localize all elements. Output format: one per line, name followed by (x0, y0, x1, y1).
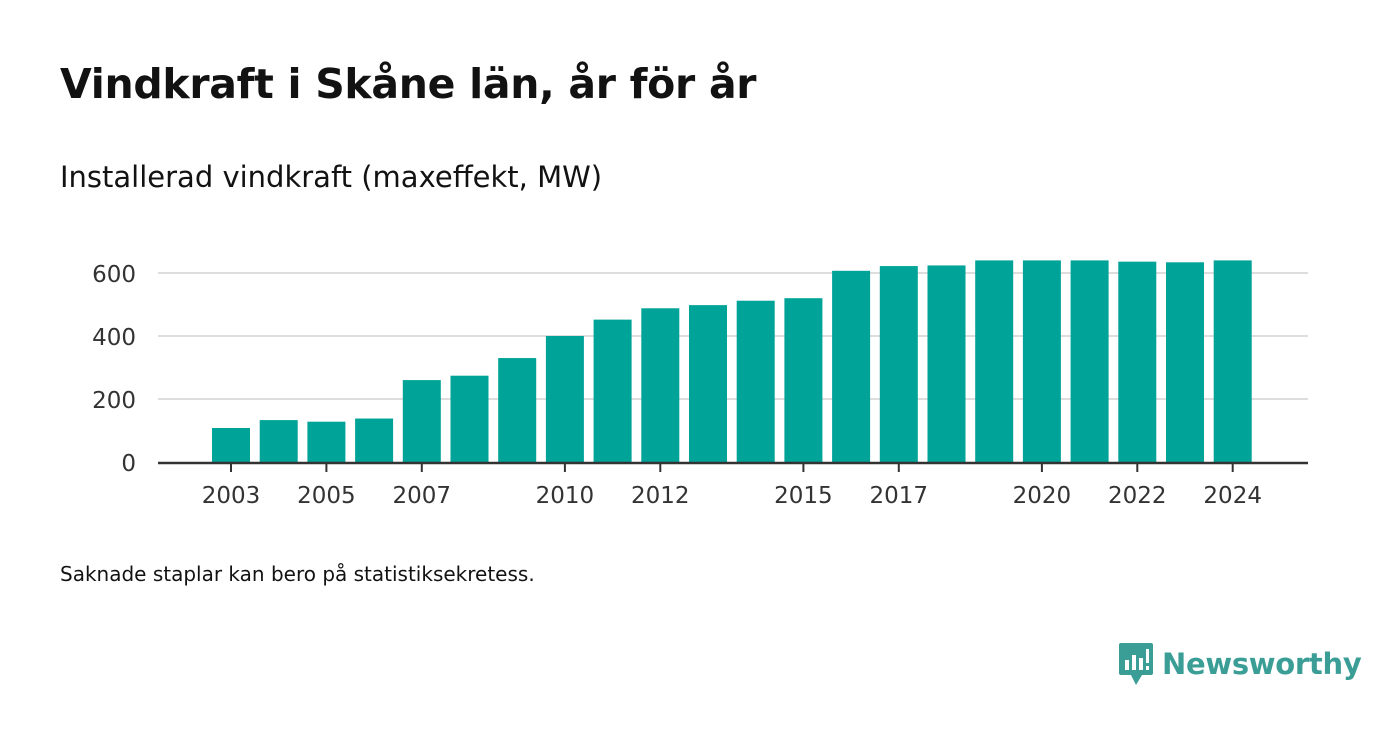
bar-2005 (307, 421, 346, 462)
x-tick-label: 2010 (536, 483, 595, 509)
x-tick-label: 2012 (631, 483, 690, 509)
brand-name: Newsworthy (1162, 647, 1362, 681)
bar-2006 (355, 418, 394, 462)
gridlines (158, 272, 1308, 400)
x-tick-label: 2007 (393, 483, 452, 509)
bar-2018 (927, 265, 966, 462)
bar-2008 (450, 375, 489, 462)
bar-2003 (212, 427, 250, 462)
x-tick-label: 2015 (774, 483, 833, 509)
bar-2011 (593, 319, 632, 462)
x-tick-label: 2017 (870, 483, 929, 509)
bars (212, 260, 1252, 462)
x-tick-label: 2003 (202, 483, 261, 509)
bar-2010 (545, 336, 584, 462)
y-tick-label: 600 (92, 262, 136, 288)
bar-2016 (832, 270, 871, 462)
y-axis-ticks: 0 200 400 600 (92, 262, 136, 477)
bar-2009 (498, 358, 537, 462)
bar-2015 (784, 298, 823, 462)
chart-subtitle: Installerad vindkraft (maxeffekt, MW) (60, 160, 603, 194)
x-tick-label: 2020 (1013, 483, 1072, 509)
x-axis: 2003 2005 2007 2010 2012 2015 2017 2020 2022 2024 (158, 461, 1308, 509)
chart-title: Vindkraft i Skåne län, år för år (60, 60, 757, 108)
bar-2013 (689, 305, 727, 462)
bar-2012 (641, 308, 680, 462)
bar-2014 (736, 300, 775, 462)
x-tick-label: 2024 (1203, 483, 1262, 509)
bar-2024 (1213, 260, 1252, 462)
y-tick-label: 0 (121, 451, 136, 477)
bar-2007 (402, 380, 441, 462)
newsworthy-logo-icon (1119, 643, 1153, 685)
bar-2004 (259, 420, 298, 462)
bar-2022 (1118, 261, 1157, 462)
brand-logo: Newsworthy (1118, 640, 1362, 688)
bar-2020 (1022, 260, 1061, 462)
bar-2017 (879, 266, 918, 462)
footnote: Saknade staplar kan bero på statistiksek… (60, 562, 535, 586)
bar-2019 (975, 260, 1014, 462)
x-tick-label: 2005 (297, 483, 356, 509)
y-tick-label: 400 (92, 325, 136, 351)
y-tick-label: 200 (92, 388, 136, 414)
bar-2023 (1166, 262, 1204, 462)
bar-2021 (1070, 260, 1109, 462)
x-tick-label: 2022 (1108, 483, 1167, 509)
